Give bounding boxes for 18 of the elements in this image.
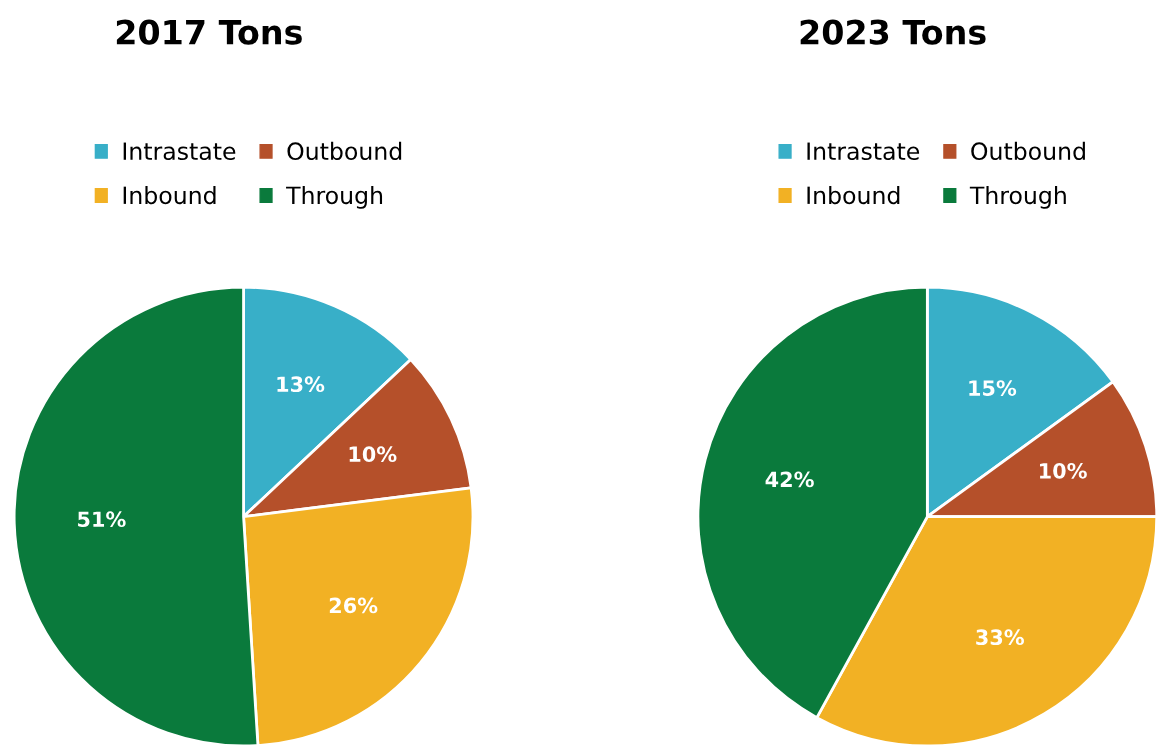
legend-label: Through [969, 185, 1066, 209]
data-label: 15% [969, 380, 1017, 396]
data-label: 10% [1040, 462, 1087, 479]
legend-label: Through [286, 185, 383, 209]
legend-label: Inbound [123, 185, 216, 205]
data-label: 10% [349, 446, 397, 463]
chart-title: 2023 Tons [800, 19, 986, 45]
data-label: 51% [78, 511, 126, 528]
legend-label: Intrastate [807, 142, 920, 161]
data-label: 33% [976, 629, 1024, 646]
data-label: 42% [765, 471, 814, 488]
data-label: 13% [277, 376, 325, 393]
legend-label: Outbound [971, 141, 1085, 161]
legend-label: Outbound [287, 141, 402, 161]
chart-title: 2017 Tons [116, 19, 302, 45]
legend-label: Intrastate [123, 142, 236, 161]
data-label: 26% [329, 597, 378, 614]
legend-label: Inbound [807, 185, 900, 205]
